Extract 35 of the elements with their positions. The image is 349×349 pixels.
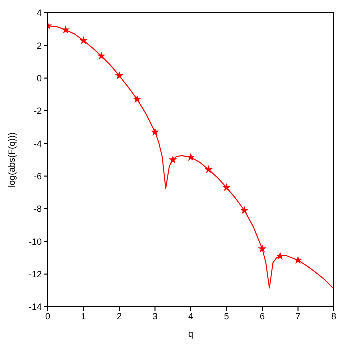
point bbox=[222, 183, 231, 192]
y-tick-label: -6 bbox=[34, 172, 42, 182]
y-tick-label: -12 bbox=[28, 270, 42, 280]
x-tick-label: 5 bbox=[224, 311, 230, 322]
x-tick-label: 1 bbox=[81, 311, 86, 322]
point bbox=[151, 128, 160, 136]
y-axis-title: log(abs(F(q))) bbox=[7, 132, 18, 188]
x-tick-label: 6 bbox=[260, 311, 266, 322]
y-tick-label: -8 bbox=[34, 204, 42, 214]
point bbox=[115, 71, 124, 80]
point bbox=[186, 153, 196, 162]
point bbox=[97, 52, 106, 60]
point bbox=[62, 26, 70, 34]
x-tick-label: 3 bbox=[152, 311, 158, 322]
point bbox=[294, 256, 302, 264]
y-tick-label: -4 bbox=[34, 138, 42, 149]
point bbox=[240, 206, 249, 214]
y-tick-label: 4 bbox=[36, 8, 42, 18]
x-tick-label: 0 bbox=[45, 311, 51, 322]
x-tick-label: 7 bbox=[296, 311, 301, 322]
point bbox=[168, 156, 178, 164]
point bbox=[133, 95, 142, 104]
y-tick-label: -2 bbox=[34, 106, 42, 116]
x-tick-label: 4 bbox=[188, 311, 194, 322]
point bbox=[276, 252, 285, 260]
y-tick-label: 0 bbox=[36, 74, 42, 84]
y-tick-label: -10 bbox=[28, 236, 42, 247]
x-axis-title: q bbox=[188, 329, 194, 339]
x-tick-label: 2 bbox=[116, 311, 122, 322]
y-tick-label: 2 bbox=[36, 40, 42, 51]
point bbox=[258, 244, 267, 253]
point bbox=[204, 165, 214, 174]
x-tick-label: 8 bbox=[331, 311, 337, 322]
point bbox=[80, 36, 88, 44]
y-tick-label: -14 bbox=[28, 302, 42, 312]
